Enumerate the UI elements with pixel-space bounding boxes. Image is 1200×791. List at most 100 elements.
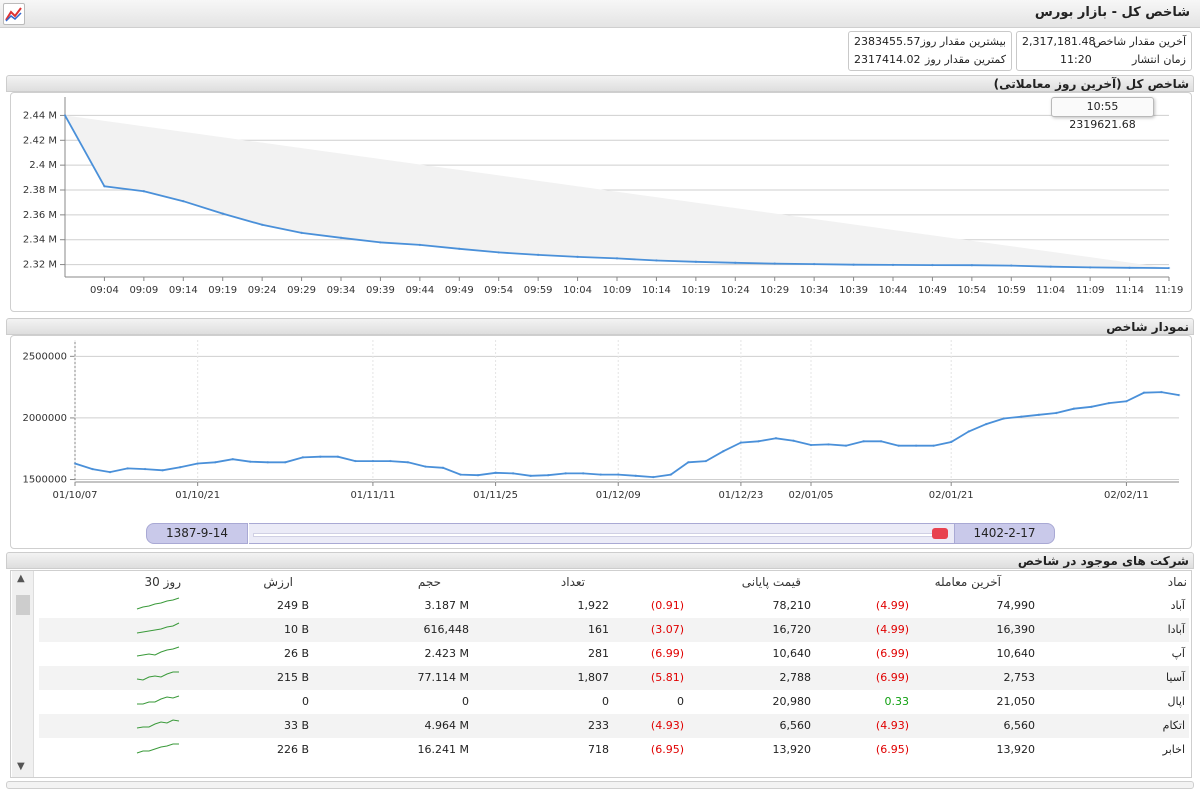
row-symbol: آپ — [1171, 647, 1185, 660]
data-point — [161, 469, 164, 472]
data-point — [1142, 391, 1146, 394]
data-point — [424, 465, 427, 468]
data-point — [476, 474, 480, 477]
x-tick-label: 09:24 — [248, 285, 277, 296]
x-tick-label: 01/11/25 — [473, 490, 518, 501]
table-row[interactable]: آسیا 2,753 (6.99) 2,788 (5.81) 1,807 77.114 M 2… — [39, 666, 1189, 690]
data-point — [249, 460, 252, 463]
data-point — [734, 261, 737, 265]
y-tick-label: 2.32 M — [23, 260, 57, 271]
col-30-days[interactable]: 30 روز — [144, 575, 181, 589]
data-point — [1010, 264, 1013, 267]
x-tick-label: 10:54 — [957, 285, 986, 296]
history-chart-panel: 1500000 2000000 2500000 01/10/07 01/10/21 01/… — [10, 335, 1192, 549]
intraday-panel-header: شاخص کل (آخرین روز معاملاتی) — [6, 75, 1194, 92]
x-tick-label: 09:54 — [484, 285, 513, 296]
x-tick-label: 11:19 — [1155, 285, 1184, 296]
table-row[interactable]: آبادا 16,390 (4.99) 16,720 (3.07) 161 616,448 1… — [39, 618, 1189, 642]
data-point — [599, 473, 602, 476]
data-point — [441, 466, 445, 470]
x-tick-label: 10:34 — [800, 285, 829, 296]
intraday-chart[interactable]: 2.32 M 2.34 M 2.36 M 2.38 M 2.4 M 2.42 M 2.44 … — [11, 93, 1191, 311]
companies-panel-title: شرکت های موجود در شاخص — [1017, 554, 1189, 568]
range-start-label[interactable]: 1387-9-14 — [146, 523, 248, 544]
x-tick-label: 10:49 — [918, 285, 947, 296]
y-tick-label: 2.34 M — [23, 235, 57, 246]
row-close-change: 0 — [677, 695, 684, 708]
data-point — [178, 466, 182, 469]
col-last-trade[interactable]: آخرین معامله — [934, 575, 1001, 589]
table-row[interactable]: آباد 74,990 (4.99) 78,210 (0.91) 1,922 3.187 M… — [39, 594, 1189, 618]
x-tick-label: 10:14 — [642, 285, 671, 296]
chart-icon[interactable] — [3, 3, 25, 25]
x-tick-label: 11:14 — [1115, 285, 1144, 296]
data-point — [418, 243, 422, 247]
row-last-change: (6.95) — [875, 743, 909, 756]
x-tick-label: 01/12/09 — [596, 490, 641, 501]
data-point — [1055, 411, 1058, 415]
row-value: 10 B — [283, 623, 309, 636]
table-row[interactable]: اپال 21,050 0.33 20,980 0 0 0 0 — [39, 690, 1189, 714]
row-close-change: (5.81) — [650, 671, 684, 684]
row-close-price: 10,640 — [772, 647, 812, 660]
row-close-change: (4.93) — [650, 719, 684, 732]
scroll-up-icon[interactable]: ▲ — [17, 573, 25, 584]
x-tick-label: 09:14 — [169, 285, 198, 296]
day-min-label: کمترین مقدار روز — [925, 53, 1006, 66]
x-tick-label: 09:59 — [524, 285, 553, 296]
range-slider-track[interactable] — [249, 523, 954, 544]
row-volume: 4.964 M — [424, 719, 469, 732]
scroll-down-icon[interactable]: ▼ — [17, 761, 25, 772]
data-point — [231, 458, 234, 461]
data-point — [354, 459, 357, 463]
row-value: 249 B — [276, 599, 309, 612]
col-volume[interactable]: حجم — [417, 575, 441, 589]
table-row[interactable]: آپ 10,640 (6.99) 10,640 (6.99) 281 2.423 M 26 B — [39, 642, 1189, 666]
row-volume: 0 — [462, 695, 469, 708]
day-max-value: 2383455.57 — [854, 35, 921, 48]
data-point — [529, 474, 532, 478]
last-index-label: آخرین مقدار شاخص — [1093, 35, 1186, 48]
col-count[interactable]: تعداد — [560, 575, 585, 589]
data-point — [694, 260, 698, 264]
row-value: 226 B — [276, 743, 309, 756]
x-tick-label: 10:29 — [760, 285, 789, 296]
x-tick-label: 10:39 — [839, 285, 868, 296]
x-tick-label: 10:04 — [563, 285, 592, 296]
data-point — [932, 444, 935, 447]
col-value[interactable]: ارزش — [263, 575, 293, 589]
chart-tooltip: 10:55 2319621.68 — [1051, 97, 1154, 131]
row-last-trade: 10,640 — [996, 647, 1036, 660]
table-row[interactable]: اخابر 13,920 (6.95) 13,920 (6.95) 718 16.241 M… — [39, 738, 1189, 762]
range-slider-thumb[interactable] — [932, 528, 948, 539]
row-volume: 77.114 M — [417, 671, 469, 684]
row-last-trade: 21,050 — [996, 695, 1036, 708]
data-point — [1072, 407, 1076, 410]
data-point — [704, 459, 708, 463]
data-point — [142, 190, 146, 193]
row-value: 0 — [302, 695, 309, 708]
window-title: شاخص کل - بازار بورس — [1034, 5, 1190, 20]
table-row[interactable]: اتکام 6,560 (4.93) 6,560 (4.93) 233 4.964 M 33 … — [39, 714, 1189, 738]
col-symbol[interactable]: نماد — [1167, 575, 1187, 589]
table-scrollbar[interactable]: ▲ ▼ — [12, 571, 34, 777]
history-chart[interactable]: 1500000 2000000 2500000 01/10/07 01/10/21 01/… — [11, 336, 1191, 516]
data-point — [266, 461, 269, 464]
data-point — [844, 444, 848, 447]
x-tick-label: 11:04 — [1036, 285, 1065, 296]
data-point — [792, 439, 795, 442]
col-close-price[interactable]: قیمت پایانی — [741, 575, 801, 589]
row-value: 26 B — [283, 647, 309, 660]
data-point — [1177, 393, 1181, 397]
y-tick-label: 2.4 M — [29, 160, 57, 171]
range-end-label[interactable]: 1402-2-17 — [954, 523, 1055, 544]
intraday-panel-title: شاخص کل (آخرین روز معاملاتی) — [993, 77, 1189, 91]
data-point — [497, 251, 500, 254]
row-count: 233 — [588, 719, 609, 732]
row-symbol: آباد — [1170, 599, 1185, 612]
scrollbar-thumb[interactable] — [16, 595, 30, 615]
y-tick-label: 2000000 — [22, 413, 67, 424]
data-point — [459, 473, 462, 476]
data-point — [1002, 417, 1005, 420]
data-point — [458, 247, 461, 250]
